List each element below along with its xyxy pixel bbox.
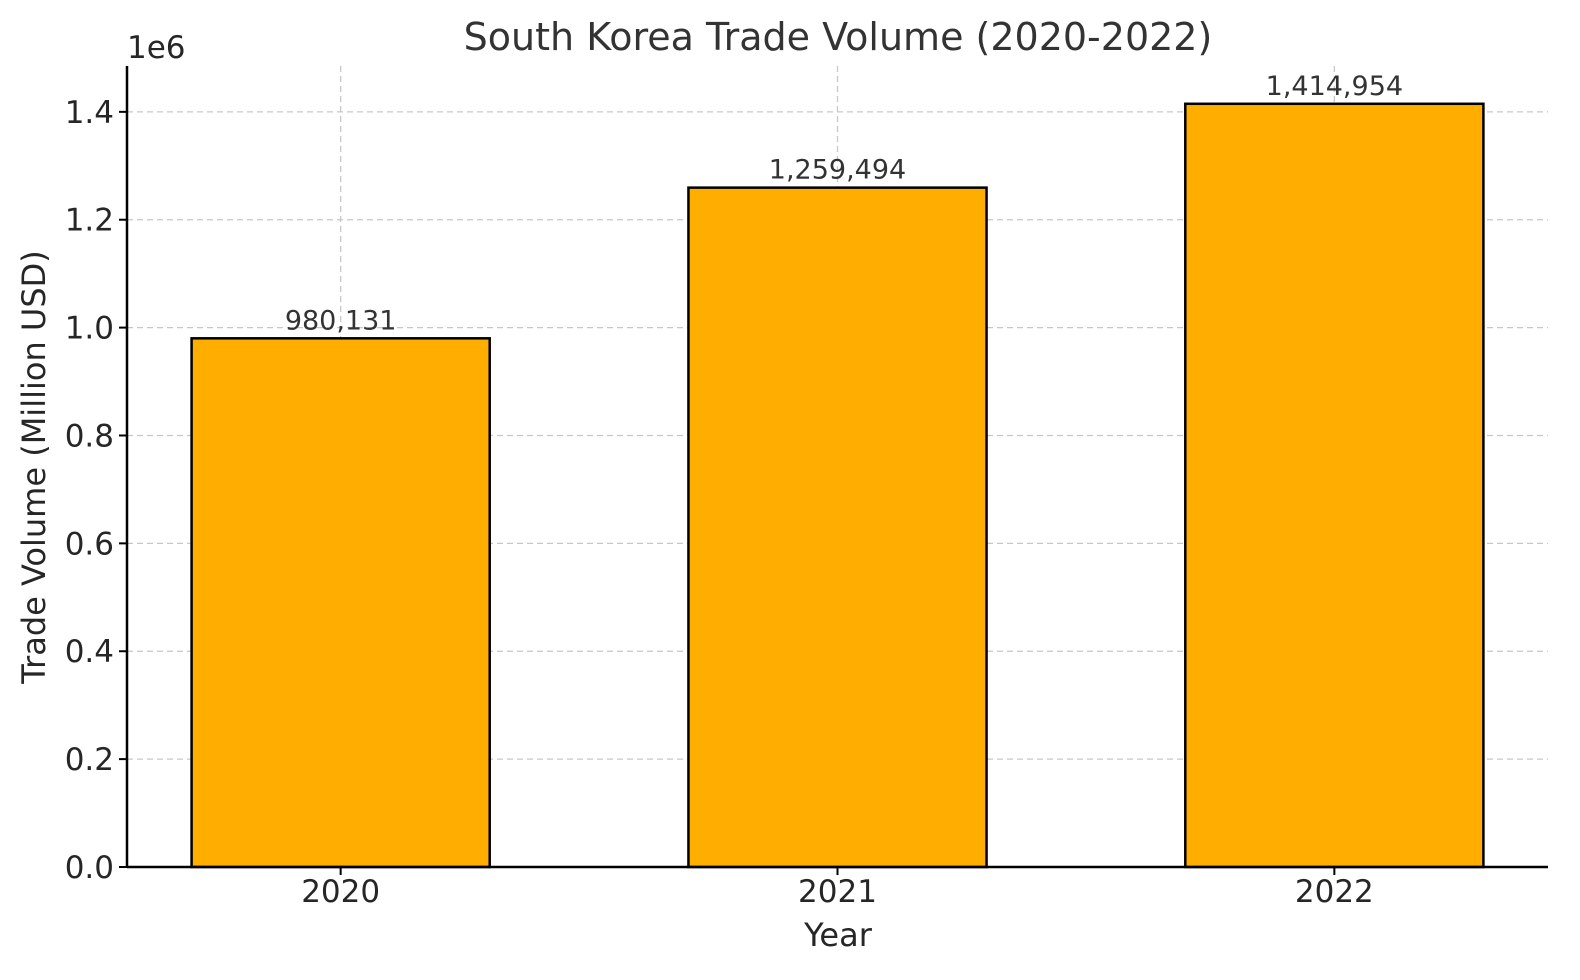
chart-title: South Korea Trade Volume (2020-2022) xyxy=(464,15,1213,59)
y-tick-label: 0.8 xyxy=(65,418,114,454)
bar-value-label: 1,259,494 xyxy=(769,155,906,186)
y-tick-label: 1.4 xyxy=(65,95,114,131)
y-axis-title: Trade Volume (Million USD) xyxy=(15,250,53,685)
y-tick-label: 0.4 xyxy=(65,634,114,670)
bar-value-labels: 980,131 1,259,494 1,414,954 xyxy=(285,71,1403,337)
bar-value-label: 1,414,954 xyxy=(1266,71,1403,102)
y-tick-label: 0.0 xyxy=(65,850,114,886)
x-axis-title: Year xyxy=(803,916,873,954)
y-tick-label: 1.0 xyxy=(65,311,114,347)
bar-2021 xyxy=(687,186,988,869)
ticks-layer: 0.0 0.2 0.4 0.6 0.8 1.0 1.2 1.4 2020 2021 2022 xyxy=(65,95,1374,910)
bar-2020 xyxy=(190,337,491,869)
y-tick-label: 0.6 xyxy=(65,526,114,562)
bar-2022 xyxy=(1184,102,1485,869)
bar-value-label: 980,131 xyxy=(285,305,397,336)
x-tick-label: 2020 xyxy=(301,874,380,910)
bars-layer xyxy=(190,102,1485,869)
y-tick-label: 0.2 xyxy=(65,742,114,778)
x-tick-label: 2022 xyxy=(1295,874,1374,910)
x-tick-label: 2021 xyxy=(798,874,877,910)
y-tick-label: 1.2 xyxy=(65,203,114,239)
y-axis-offset-label: 1e6 xyxy=(127,30,186,66)
